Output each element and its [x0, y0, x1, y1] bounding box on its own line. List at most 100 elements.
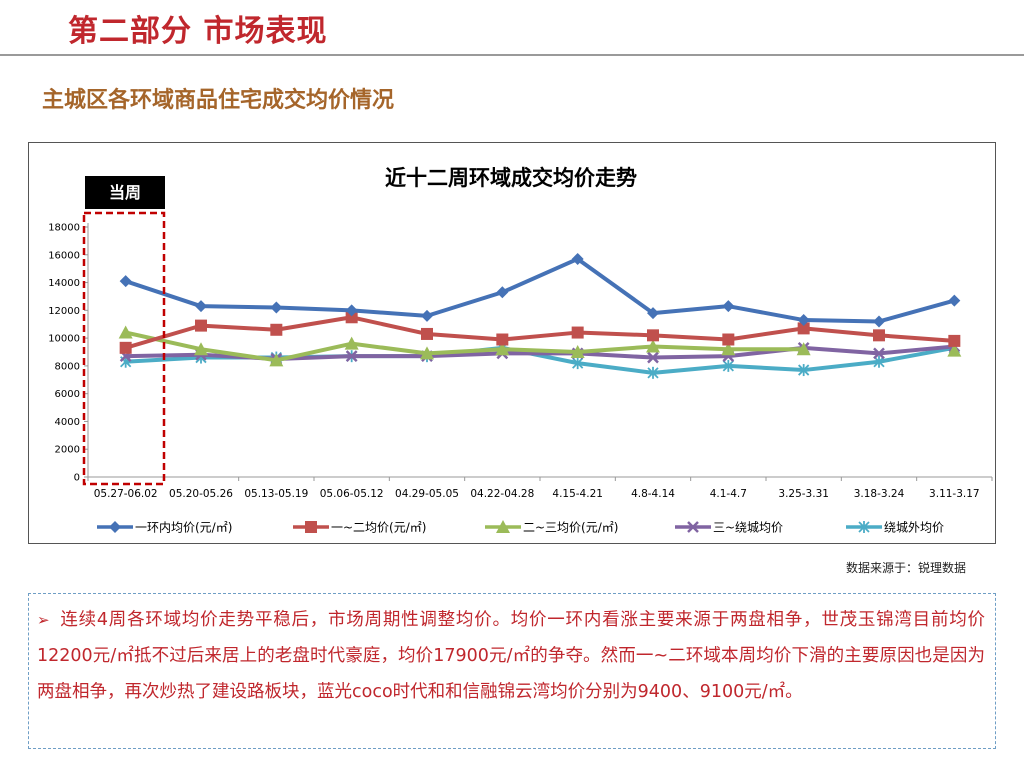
- legend-item: 三~绕城均价: [675, 521, 783, 535]
- data-point: [495, 342, 510, 356]
- current-week-badge: [85, 176, 165, 209]
- y-tick-label: 6000: [55, 389, 80, 400]
- data-point: [118, 325, 133, 339]
- data-point: [421, 327, 433, 340]
- y-tick-label: 18000: [48, 223, 80, 234]
- data-point: [647, 329, 659, 342]
- series-2: [119, 311, 961, 354]
- data-point: [647, 307, 659, 320]
- data-point: [647, 366, 659, 379]
- legend-label: 二~三均价(元/㎡): [523, 521, 618, 535]
- data-point: [571, 326, 584, 339]
- y-tick-label: 0: [74, 473, 80, 484]
- y-tick-label: 12000: [48, 306, 80, 317]
- data-point: [797, 322, 810, 335]
- series-1: [119, 252, 961, 328]
- analysis-box: ➢ 连续4周各环域均价走势平稳后，市场周期性调整均价。均价一环内看涨主要来源于两盘…: [28, 593, 996, 749]
- data-point: [722, 300, 735, 313]
- series-5: [120, 341, 960, 379]
- x-tick-label: 04.29-05.05: [395, 488, 459, 500]
- data-point: [270, 323, 283, 336]
- chart-panel: 近十二周环域成交均价走势 0 2000 4000 6000 8000 10000 12000 1…: [28, 142, 996, 544]
- data-point: [948, 294, 961, 307]
- data-point: [722, 333, 735, 346]
- x-tick-label: 4.8-4.14: [631, 488, 675, 500]
- analysis-paragraph: ➢ 连续4周各环域均价走势平稳后，市场周期性调整均价。均价一环内看涨主要来源于两盘…: [37, 602, 985, 710]
- line-chart: 近十二周环域成交均价走势 0 2000 4000 6000 8000 10000 12000 1…: [48, 166, 993, 535]
- legend-marker: [496, 520, 510, 533]
- legend-marker: [858, 521, 870, 533]
- data-point: [873, 347, 885, 360]
- legend-marker: [305, 521, 317, 533]
- data-point: [646, 339, 660, 353]
- title-divider: [0, 54, 1024, 56]
- data-point: [796, 342, 811, 356]
- y-tick-label: 16000: [48, 250, 80, 261]
- data-point: [721, 342, 736, 356]
- data-point: [647, 351, 659, 364]
- data-point: [344, 336, 359, 350]
- series-4: [119, 340, 961, 365]
- x-tick-label: 4.1-4.7: [710, 488, 747, 500]
- x-tick-label: 3.11-3.17: [929, 488, 980, 500]
- legend-label: 三~绕城均价: [713, 521, 783, 535]
- x-tick-label: 3.25-3.31: [778, 488, 829, 500]
- legend-label: 一环内均价(元/㎡): [135, 521, 232, 535]
- data-point: [119, 275, 132, 288]
- series-line: [123, 256, 957, 324]
- data-point: [195, 300, 207, 313]
- current-week-label: 当周: [109, 183, 141, 202]
- y-tick-label: 14000: [48, 278, 80, 289]
- x-tick-label: 05.27-06.02: [94, 488, 158, 500]
- series-line: [123, 315, 957, 350]
- data-point: [873, 315, 885, 328]
- current-week-highlight: [82, 211, 166, 486]
- series-line: [123, 330, 806, 363]
- y-tick-label: 2000: [55, 445, 80, 456]
- legend-item: 二~三均价(元/㎡): [485, 520, 618, 535]
- data-point: [195, 319, 207, 332]
- data-point: [270, 301, 283, 314]
- data-point: [345, 304, 358, 317]
- data-point: [797, 314, 810, 327]
- y-tick-label: 8000: [55, 361, 80, 372]
- x-tick-label: 05.20-05.26: [169, 488, 233, 500]
- data-point: [948, 334, 961, 347]
- x-tick-label: 05.06-05.12: [320, 488, 384, 500]
- data-point: [194, 342, 208, 356]
- data-point: [572, 357, 584, 370]
- source-note: 数据来源于：锐理数据: [845, 561, 966, 575]
- data-point: [798, 364, 810, 377]
- data-point: [496, 333, 509, 346]
- data-point: [269, 353, 284, 367]
- data-point: [873, 329, 885, 342]
- y-tick-label: 4000: [55, 417, 80, 428]
- legend-label: 绕城外均价: [884, 521, 944, 535]
- chart-title: 近十二周环域成交均价走势: [385, 166, 637, 190]
- y-tick-label: 10000: [48, 334, 80, 345]
- data-point: [570, 345, 585, 358]
- legend-label: 一~二均价(元/㎡): [331, 521, 426, 535]
- data-point: [947, 343, 962, 357]
- data-point: [345, 350, 358, 363]
- legend-item: 一环内均价(元/㎡): [97, 521, 232, 535]
- data-point: [345, 311, 358, 324]
- data-point: [571, 252, 584, 265]
- data-point: [421, 309, 433, 322]
- series-3: [118, 325, 962, 367]
- page-title: 第二部分 市场表现: [68, 14, 328, 49]
- legend-item: 绕城外均价: [846, 521, 944, 535]
- arrow-bullet-icon: ➢: [37, 611, 50, 629]
- data-point: [119, 341, 132, 354]
- section-title: 主城区各环域商品住宅成交均价情况: [42, 88, 395, 113]
- legend-marker: [687, 521, 699, 533]
- data-point: [420, 346, 434, 360]
- analysis-text: 连续4周各环域均价走势平稳后，市场周期性调整均价。均价一环内看涨主要来源于两盘相…: [37, 610, 985, 702]
- legend-marker: [109, 521, 121, 533]
- x-tick-label: 3.18-3.24: [854, 488, 905, 500]
- legend-item: 一~二均价(元/㎡): [293, 521, 426, 535]
- x-tick-label: 4.15-4.21: [552, 488, 603, 500]
- data-point: [496, 286, 509, 299]
- x-tick-label: 04.22-04.28: [470, 488, 534, 500]
- data-point: [722, 359, 734, 372]
